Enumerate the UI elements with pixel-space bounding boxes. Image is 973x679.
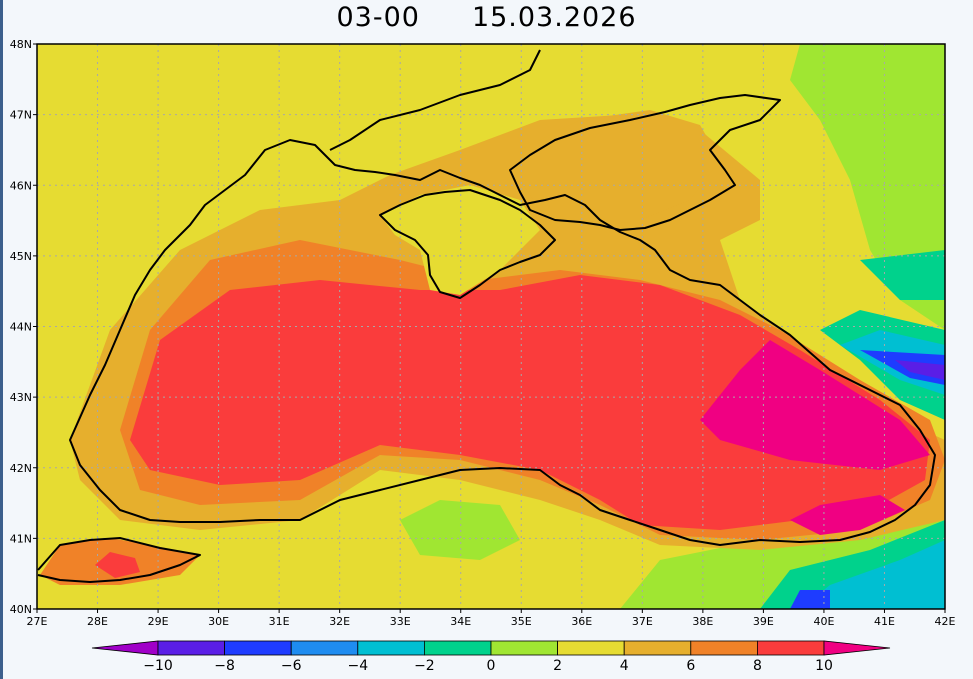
lon-label: 38E [692,615,713,628]
field-marmara-red [95,552,140,578]
forecast-date: 15.03.2026 [471,2,637,33]
field-blue-se [790,590,830,609]
lat-label: 43N [10,391,32,404]
crimea-coastline [379,189,556,299]
field-magenta-east [700,340,930,470]
black-sea-coastline [69,139,936,546]
lat-label: 45N [10,250,32,263]
latitude-labels: 48N 47N 46N 45N 44N 43N 42N 41N 40N [10,38,37,616]
dnieper-coast [329,49,541,151]
lat-label: 41N [10,532,32,545]
lon-label: 30E [208,615,229,628]
lon-label: 33E [390,615,411,628]
lon-label: 36E [571,615,592,628]
field-magenta-se [790,495,905,535]
lon-label: 29E [148,615,169,628]
field-crimea [380,185,540,295]
lon-label: 37E [632,615,653,628]
graticule [37,44,945,609]
map-field [37,44,945,609]
lon-label: 31E [269,615,290,628]
forecast-hour: 03-00 [336,2,420,33]
lon-label: 41E [874,615,895,628]
field-green-turkey [400,500,520,560]
lat-label: 44N [10,321,32,334]
lat-label: 42N [10,462,32,475]
lon-label: 42E [935,615,956,628]
azov-coastline [509,94,781,231]
lon-label: 34E [450,615,471,628]
lon-label: 28E [87,615,108,628]
field-cyan-se [800,540,945,609]
map-title: 03-00 15.03.2026 [0,2,973,33]
field-violet-east [895,360,945,380]
field-blue-east [860,350,945,385]
lat-label: 40N [10,603,32,616]
coastline [37,49,936,583]
lon-label: 27E [27,615,48,628]
lat-label: 48N [10,38,32,51]
field-teal-ne [860,250,945,300]
lat-label: 47N [10,109,32,122]
lon-label: 32E [329,615,350,628]
field-azov [520,110,720,230]
lon-label: 35E [511,615,532,628]
lon-label: 40E [813,615,834,628]
lon-label: 39E [753,615,774,628]
marmara-coastline [37,537,201,583]
longitude-labels: 27E 28E 29E 30E 31E 32E 33E 34E 35E 36E 37E 38E 39E 4… [27,609,956,628]
window-frame-edge [0,0,3,679]
field-red-sea [130,275,930,530]
lat-label: 46N [10,179,32,192]
